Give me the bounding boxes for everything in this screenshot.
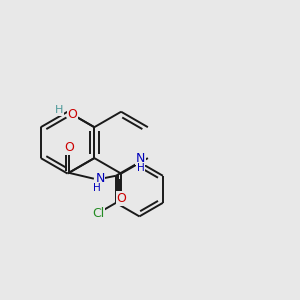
Text: O: O [68, 108, 78, 121]
Text: H: H [93, 183, 101, 194]
Text: H: H [55, 105, 64, 115]
Text: Cl: Cl [92, 207, 104, 220]
Text: O: O [116, 192, 126, 205]
Text: N: N [136, 152, 145, 165]
Text: H: H [136, 163, 144, 172]
Text: N: N [95, 172, 105, 185]
Text: O: O [64, 141, 74, 154]
